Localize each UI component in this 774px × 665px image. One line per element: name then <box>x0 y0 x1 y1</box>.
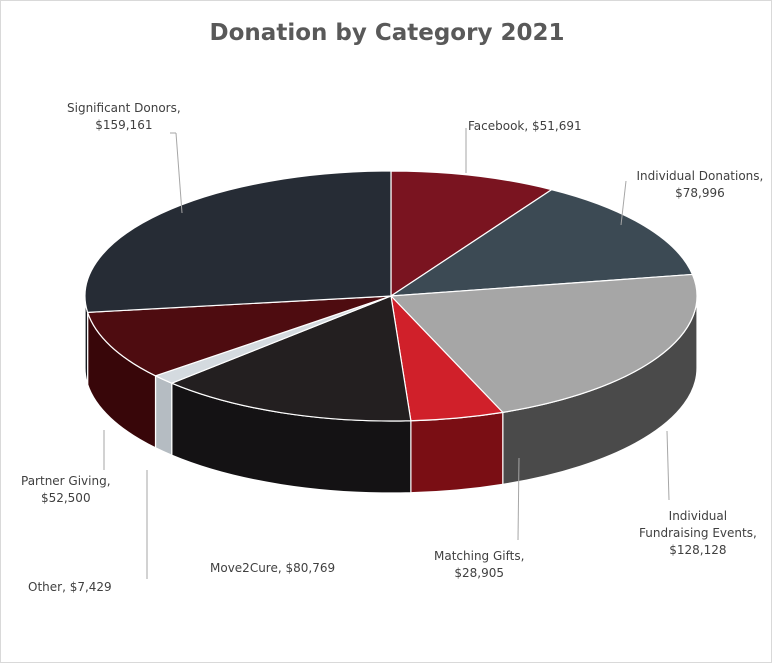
data-label-text: $128,128 <box>669 543 727 557</box>
pie-top <box>84 170 698 422</box>
pie-side-other <box>154 374 173 457</box>
pie-slice-significant-donors <box>84 170 392 313</box>
leader-line-significant-donors <box>175 132 183 214</box>
data-label-text: Facebook, $51,691 <box>468 119 582 133</box>
leader-line-matching-gifts <box>517 457 520 541</box>
leader-line-individual-donations <box>620 180 627 226</box>
pie-slice-move2cure <box>171 295 412 422</box>
data-label-text: $159,161 <box>95 118 153 132</box>
data-label-text: Significant Donors, <box>67 101 181 115</box>
data-label-text: Other, $7,429 <box>28 580 112 594</box>
leader-line-individual-fundraising-events <box>666 430 670 501</box>
data-label-facebook: Facebook, $51,691 <box>468 118 582 135</box>
data-label-significant-donors: Significant Donors, $159,161 <box>67 100 181 134</box>
data-label-text: $78,996 <box>675 186 725 200</box>
data-label-individual-donations: Individual Donations, $78,996 <box>637 168 764 202</box>
data-label-other: Other, $7,429 <box>28 579 112 596</box>
chart-title: Donation by Category 2021 <box>209 20 565 46</box>
data-label-partner-giving: Partner Giving, $52,500 <box>21 473 111 507</box>
data-label-text: $52,500 <box>40 491 91 505</box>
leader-lines <box>103 128 670 579</box>
pie-slice-individual-fundraising-events <box>390 273 698 413</box>
data-label-move2cure: Move2Cure, $80,769 <box>210 560 335 577</box>
data-label-text: Individual Donations, <box>636 169 764 183</box>
data-label-text: Individual <box>668 509 728 523</box>
data-label-individual-fundraising-events: Individual Fundraising Events, $128,128 <box>639 508 757 559</box>
pie-slice-partner-giving <box>87 295 392 377</box>
data-label-text: Move2Cure, $80,769 <box>210 561 336 575</box>
pie-side-matching-gifts <box>410 411 504 494</box>
data-label-text: Partner Giving, <box>21 474 111 488</box>
data-label-text: $28,905 <box>454 566 505 580</box>
data-label-text: Matching Gifts, <box>434 549 525 563</box>
pie-slice-individual-donations <box>390 189 694 297</box>
data-label-text: Fundraising Events, <box>639 526 757 540</box>
pie-sides <box>84 295 698 494</box>
pie-slice-facebook <box>390 170 553 297</box>
data-label-matching-gifts: Matching Gifts, $28,905 <box>434 548 524 582</box>
